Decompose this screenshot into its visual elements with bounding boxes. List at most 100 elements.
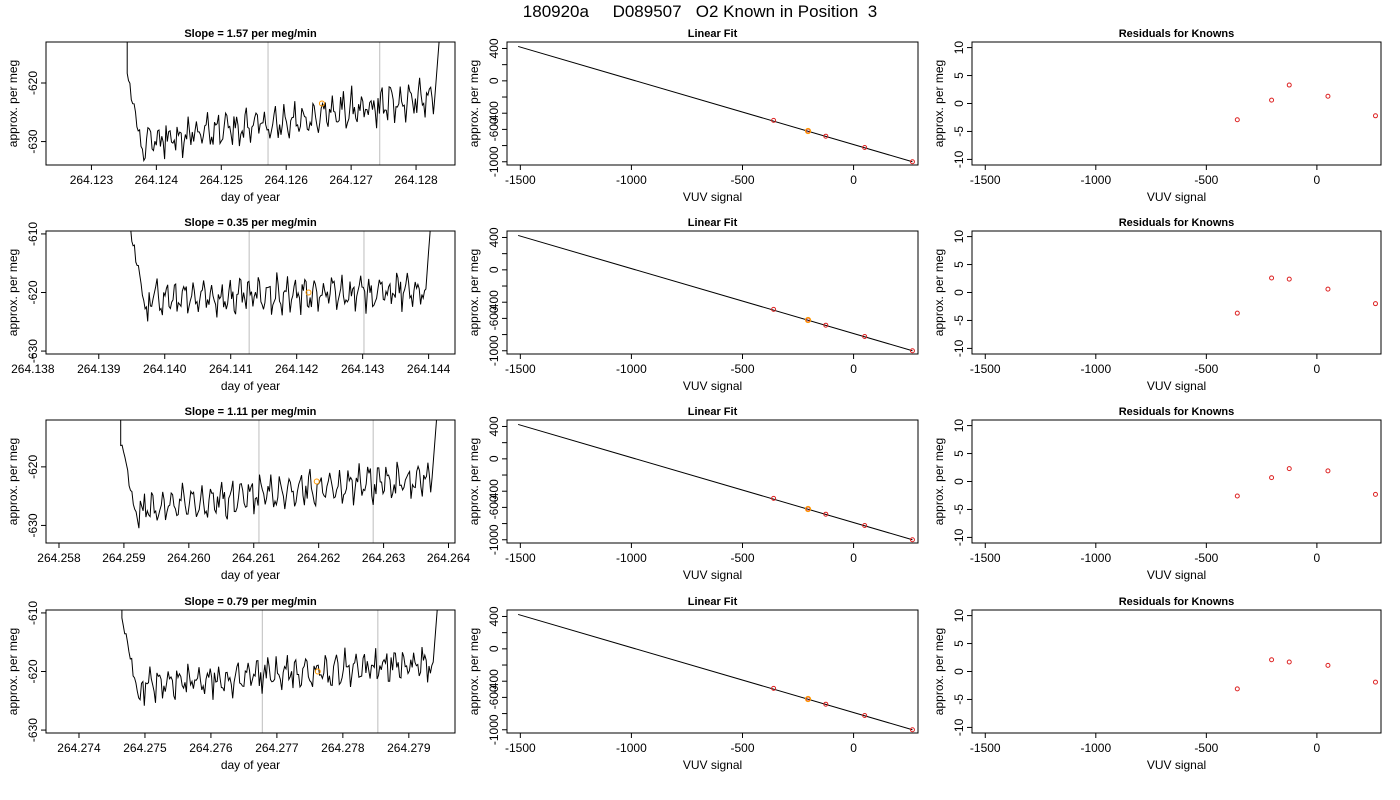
y-tick-label: -620 <box>26 280 40 304</box>
plot-area <box>120 420 438 529</box>
known-point <box>823 701 829 707</box>
measurement-trace <box>126 42 440 163</box>
y-tick-label: -10 <box>952 339 966 357</box>
panel-title: Residuals for Knowns <box>1119 596 1235 608</box>
known-point <box>862 523 868 529</box>
y-tick-label: 5 <box>952 450 966 457</box>
highlight-point <box>305 289 312 296</box>
y-tick-label: -630 <box>26 718 40 742</box>
panel-title: Slope = 1.11 per meg/min <box>185 406 317 418</box>
x-axis-label: day of year <box>221 190 280 204</box>
known-point <box>1269 475 1275 481</box>
x-tick-label: 264.139 <box>77 362 121 376</box>
y-axis-label: approx. per meg <box>467 60 481 147</box>
y-tick-label: -610 <box>26 601 40 625</box>
x-tick-label: -1500 <box>505 551 536 565</box>
panel-title: Linear Fit <box>688 596 738 608</box>
chart-panel-residuals: Residuals for Knowns -1500 -1000 -500 0 -10 -5… <box>932 217 1382 393</box>
y-axis-label: approx. per meg <box>932 60 946 147</box>
y-axis-label: approx. per meg <box>6 438 20 525</box>
plot-area <box>1234 657 1378 692</box>
x-tick-label: 0 <box>1314 173 1321 187</box>
y-tick-label: -400 <box>487 669 501 693</box>
chart-panel-residuals: Residuals for Knowns -1500 -1000 -500 0 -10 -5… <box>932 596 1382 772</box>
y-tick-label: -620 <box>26 71 40 95</box>
plot-area <box>1234 82 1378 123</box>
y-tick-label: -630 <box>26 129 40 153</box>
x-tick-label: 264.278 <box>321 741 365 755</box>
panel-title: Slope = 0.35 per meg/min <box>184 217 317 229</box>
y-tick-label: -400 <box>487 290 501 314</box>
known-point <box>1372 301 1378 307</box>
plot-frame <box>971 230 1382 355</box>
y-tick-label: -600 <box>487 306 501 330</box>
x-tick-label: -500 <box>1194 173 1218 187</box>
y-tick-label: 0 <box>487 266 501 273</box>
y-tick-label: 400 <box>487 227 501 247</box>
plot-frame <box>506 41 919 166</box>
known-point <box>1325 662 1331 668</box>
y-axis-label: approx. per meg <box>467 628 481 715</box>
plot-frame <box>45 609 456 734</box>
y-tick-label: -630 <box>26 339 40 363</box>
plot-frame <box>45 230 456 355</box>
y-axis-label: approx. per meg <box>467 249 481 336</box>
known-point <box>771 117 777 123</box>
x-tick-label: -1500 <box>505 741 536 755</box>
chart-panel-fit: Linear Fit -1500 -1000 -500 0 -1000 -600-400 0 4… <box>467 406 919 582</box>
known-point <box>1286 659 1292 665</box>
x-tick-label: -1000 <box>616 741 647 755</box>
chart-panel-residuals: Residuals for Knowns -1500 -1000 -500 0 -10 -5… <box>932 406 1382 582</box>
y-axis-label: approx. per meg <box>6 628 20 715</box>
x-tick-label: -1500 <box>970 741 1001 755</box>
x-tick-label: 264.138 <box>11 362 55 376</box>
fit-line <box>517 234 913 352</box>
plot-frame <box>971 419 1382 544</box>
chart-panel-timeseries: Slope = 1.11 per meg/min 264.258 264.259 26… <box>6 406 471 582</box>
chart-panel-timeseries: Slope = 1.57 per meg/min 264.123 264.124 26… <box>6 28 456 204</box>
x-axis-label: VUV signal <box>1147 190 1206 204</box>
highlight-point <box>318 100 325 107</box>
y-tick-label: 5 <box>952 640 966 647</box>
chart-panel-fit: Linear Fit -1500 -1000 -500 0 -1000 -600-400 0 4… <box>467 217 919 393</box>
y-tick-label: -10 <box>952 150 966 168</box>
y-axis-label: approx. per meg <box>932 249 946 336</box>
x-tick-label: 264.141 <box>209 362 253 376</box>
x-axis-label: VUV signal <box>683 379 742 393</box>
known-point <box>1269 97 1275 103</box>
x-tick-label: -500 <box>730 173 754 187</box>
x-tick-label: 264.279 <box>387 741 431 755</box>
chart-panel-timeseries: Slope = 0.79 per meg/min 264.274 264.275 26… <box>6 596 456 772</box>
known-point <box>1325 93 1331 99</box>
y-tick-label: -600 <box>487 117 501 141</box>
x-tick-label: -1000 <box>1080 362 1111 376</box>
panel-title: Linear Fit <box>688 28 738 40</box>
plot-frame <box>506 419 919 544</box>
x-tick-label: 264.140 <box>143 362 187 376</box>
highlight-point <box>314 668 321 675</box>
chart-panel-fit: Linear Fit -1500 -1000 -500 0 -1000 -600-400 0 4… <box>467 28 919 204</box>
x-tick-label: 264.128 <box>394 173 438 187</box>
x-tick-label: -500 <box>1194 741 1218 755</box>
known-point <box>823 322 829 328</box>
x-axis-label: VUV signal <box>1147 568 1206 582</box>
y-axis-label: approx. per meg <box>467 438 481 525</box>
x-axis-label: VUV signal <box>1147 379 1206 393</box>
plot-area <box>517 613 915 733</box>
y-tick-label: 5 <box>952 72 966 79</box>
y-tick-label: 10 <box>952 419 966 433</box>
plot-area <box>130 231 431 322</box>
x-tick-label: -1500 <box>970 551 1001 565</box>
plot-area <box>517 423 915 543</box>
x-tick-label: -1000 <box>616 551 647 565</box>
fit-line <box>517 45 913 163</box>
y-tick-label: -630 <box>26 513 40 537</box>
y-tick-label: 400 <box>487 38 501 58</box>
y-tick-label: 400 <box>487 416 501 436</box>
known-point <box>823 511 829 517</box>
chart-panel-residuals: Residuals for Knowns -1500 -1000 -500 0 -10 -5… <box>932 28 1382 204</box>
x-tick-label: 0 <box>850 362 857 376</box>
x-tick-label: -1000 <box>1080 551 1111 565</box>
page-title: 180920a D089507 O2 Known in Position 3 <box>522 2 878 21</box>
x-tick-label: -1500 <box>505 362 536 376</box>
